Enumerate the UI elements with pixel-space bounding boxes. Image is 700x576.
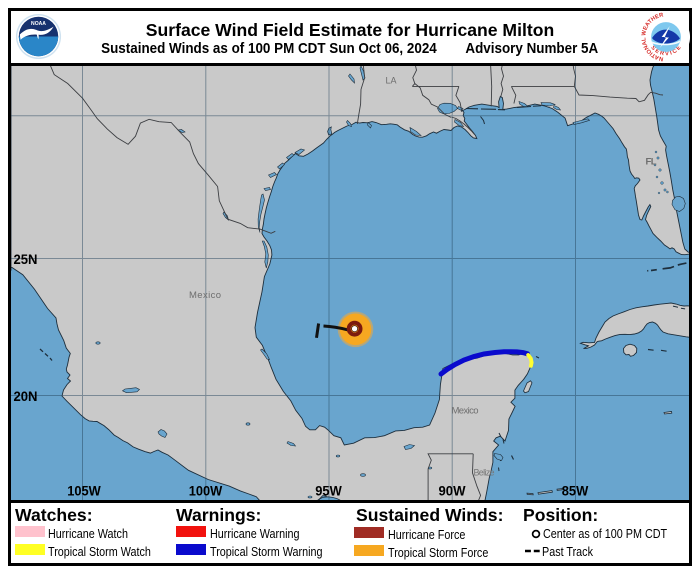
svg-text:90W: 90W	[439, 483, 467, 499]
svg-text:FL: FL	[646, 157, 657, 168]
svg-text:NOAA: NOAA	[31, 21, 46, 27]
svg-text:LA: LA	[385, 76, 396, 86]
svg-text:105W: 105W	[67, 483, 101, 499]
svg-text:Mexico: Mexico	[452, 406, 479, 417]
svg-text:Mexico: Mexico	[189, 290, 221, 301]
svg-text:25N: 25N	[14, 251, 38, 267]
svg-text:100W: 100W	[189, 483, 223, 499]
svg-text:20N: 20N	[14, 388, 38, 404]
svg-text:Belize: Belize	[474, 468, 495, 478]
svg-text:85W: 85W	[562, 483, 589, 499]
svg-text:95W: 95W	[315, 483, 342, 499]
